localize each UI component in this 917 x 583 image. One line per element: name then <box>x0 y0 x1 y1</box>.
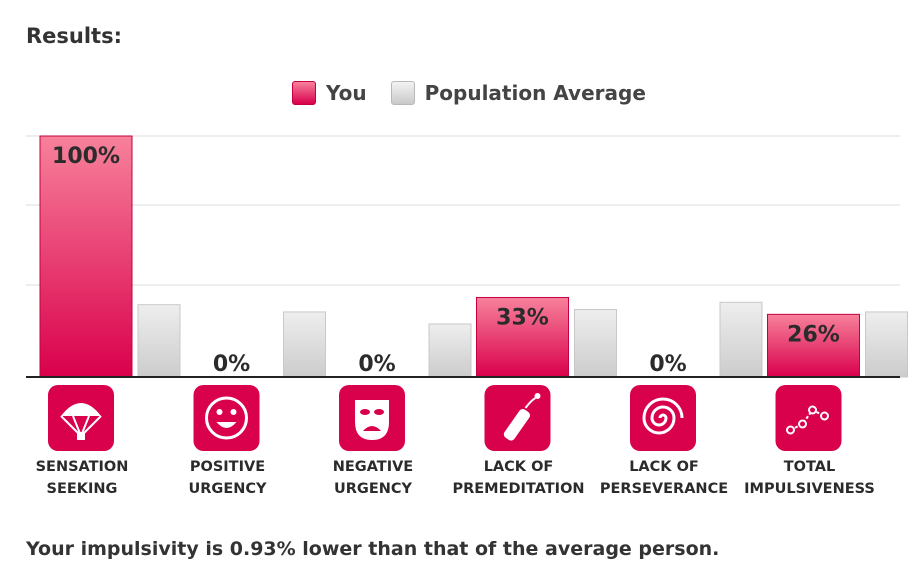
bar-population-average <box>137 304 181 378</box>
bar-value-label: 33% <box>496 305 549 330</box>
line-graph-icon <box>775 385 842 451</box>
chart-legend: You Population Average <box>292 80 660 106</box>
bar-population-average <box>865 311 908 378</box>
drama-mask-icon <box>339 385 405 451</box>
bar-value-label: 0% <box>213 352 250 377</box>
parachute-icon <box>48 385 114 451</box>
category-label: SEEKING <box>47 481 118 497</box>
impulsivity-bar-chart: 100% SENSATION SEEKING 0% POSITIVE URGENCY 0% N… <box>26 135 908 497</box>
bar-value-label: 0% <box>649 352 686 377</box>
firecracker-icon <box>484 385 551 451</box>
bar-population-average <box>719 301 763 378</box>
legend-average-label: Population Average <box>424 81 646 105</box>
bar-you <box>476 296 569 378</box>
bar-value-label: 0% <box>358 352 395 377</box>
category-label: PREMEDITATION <box>452 481 584 497</box>
category-label: LACK OF <box>484 459 554 475</box>
category-label: URGENCY <box>334 481 413 497</box>
category-label: LACK OF <box>629 459 699 475</box>
category-label: POSITIVE <box>190 459 265 475</box>
category-label: TOTAL <box>784 459 835 475</box>
bar-population-average <box>283 311 326 378</box>
category-label: PERSEVERANCE <box>600 481 728 497</box>
bar-value-label: 26% <box>787 322 840 347</box>
category-label: SENSATION <box>36 459 129 475</box>
category-label: NEGATIVE <box>333 459 413 475</box>
category-label: IMPULSIVENESS <box>744 481 875 497</box>
summary-text: Your impulsivity is 0.93% lower than tha… <box>26 538 720 560</box>
bar-value-label: 100% <box>52 144 120 169</box>
legend-average: Population Average <box>390 81 646 105</box>
legend-you: You <box>292 81 367 105</box>
legend-average-swatch <box>390 81 415 105</box>
spiral-icon <box>630 385 696 451</box>
bar-you <box>39 135 133 378</box>
legend-you-swatch <box>292 81 316 105</box>
results-heading: Results: <box>26 24 122 48</box>
legend-you-label: You <box>326 81 367 105</box>
category-label: URGENCY <box>188 481 267 497</box>
smiling-face-icon <box>193 385 260 451</box>
bar-population-average <box>428 323 472 378</box>
bar-population-average <box>574 309 617 378</box>
